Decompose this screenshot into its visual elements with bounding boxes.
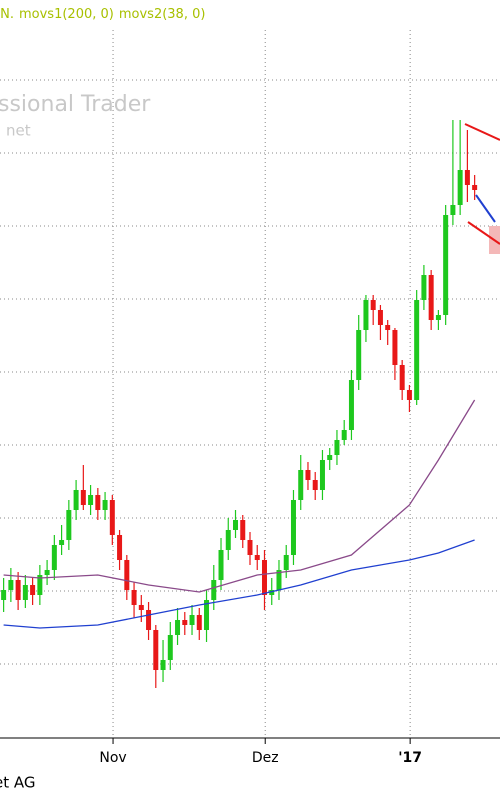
candle-body	[80, 490, 86, 505]
candle-body	[269, 590, 275, 595]
candle-body	[8, 580, 14, 590]
candle-body	[146, 610, 152, 630]
candle-body	[51, 545, 57, 570]
legend-entry: movs2(38, 0)	[119, 7, 206, 22]
candle-body	[117, 535, 123, 560]
candle-body	[283, 555, 289, 570]
legend-entry: movs1(200, 0)	[19, 7, 114, 22]
candle-body	[298, 470, 304, 500]
x-tick-label: '17	[398, 750, 422, 766]
candle-body	[399, 365, 405, 390]
candle-body	[1, 590, 7, 600]
plot	[0, 30, 500, 738]
candle-body	[189, 615, 195, 625]
candle-body	[363, 300, 369, 330]
candle-body	[66, 510, 72, 540]
trend-line	[467, 221, 500, 245]
candle-body	[211, 580, 217, 600]
candle-body	[131, 590, 137, 605]
trend-line	[464, 123, 500, 141]
candle-body	[457, 170, 463, 205]
candle-body	[341, 430, 347, 440]
moving-average	[3, 539, 475, 629]
footer: et AG	[0, 774, 36, 792]
candle-body	[167, 635, 173, 660]
candle-body	[225, 530, 231, 550]
candle-body	[88, 495, 94, 505]
x-tick-label: Nov	[99, 750, 126, 766]
candle-body	[406, 390, 412, 400]
candle-body	[305, 470, 311, 480]
candle-body	[421, 275, 427, 300]
candle-body	[276, 570, 282, 590]
candle-body	[138, 605, 144, 610]
candle-body	[95, 495, 101, 510]
candle-body	[240, 520, 246, 540]
candle-body	[392, 330, 398, 365]
candle-body	[124, 560, 130, 590]
candle-body	[160, 660, 166, 670]
candle-body	[435, 315, 441, 320]
candle-body	[370, 300, 376, 310]
candle-body	[247, 540, 253, 555]
candle-body	[175, 620, 181, 635]
candle-body	[261, 560, 267, 595]
x-tick-label: Dez	[252, 750, 279, 766]
candle-body	[218, 550, 224, 580]
drawing-tools	[464, 123, 500, 254]
trend-line	[475, 194, 496, 223]
candle-body	[73, 490, 79, 510]
candle-body	[334, 440, 340, 455]
candle-body	[428, 275, 434, 320]
candle-body	[59, 540, 65, 545]
legend-prefix: .N.	[0, 7, 14, 22]
legend: .N. movs1(200, 0) movs2(38, 0)	[0, 7, 205, 22]
candle-body	[348, 380, 354, 430]
candle-body	[233, 520, 239, 530]
candle-body	[204, 600, 210, 630]
candle-body	[15, 580, 21, 600]
candle-body	[443, 215, 449, 315]
candle-body	[109, 500, 115, 535]
candle-body	[319, 460, 325, 490]
candle-body	[312, 480, 318, 490]
candle-body	[472, 185, 478, 190]
candle-body	[37, 575, 43, 595]
candle-body	[464, 170, 470, 185]
candle-body	[22, 585, 28, 600]
candle-body	[153, 630, 159, 670]
candle-body	[290, 500, 296, 555]
candle-body	[356, 330, 362, 380]
candle-body	[102, 500, 108, 510]
moving-average	[3, 399, 476, 593]
candle-body	[182, 620, 188, 625]
candle-body	[254, 555, 260, 560]
candle-body	[327, 455, 333, 460]
candle-body	[377, 310, 383, 325]
candle-body	[196, 615, 202, 630]
candle-body	[44, 570, 50, 575]
candle-body	[385, 325, 391, 330]
candle-body	[450, 205, 456, 215]
candle-body	[414, 300, 420, 400]
watermark: ssional Trader	[0, 92, 151, 117]
watermark-sub: net	[6, 122, 31, 140]
candle-body	[30, 585, 36, 595]
